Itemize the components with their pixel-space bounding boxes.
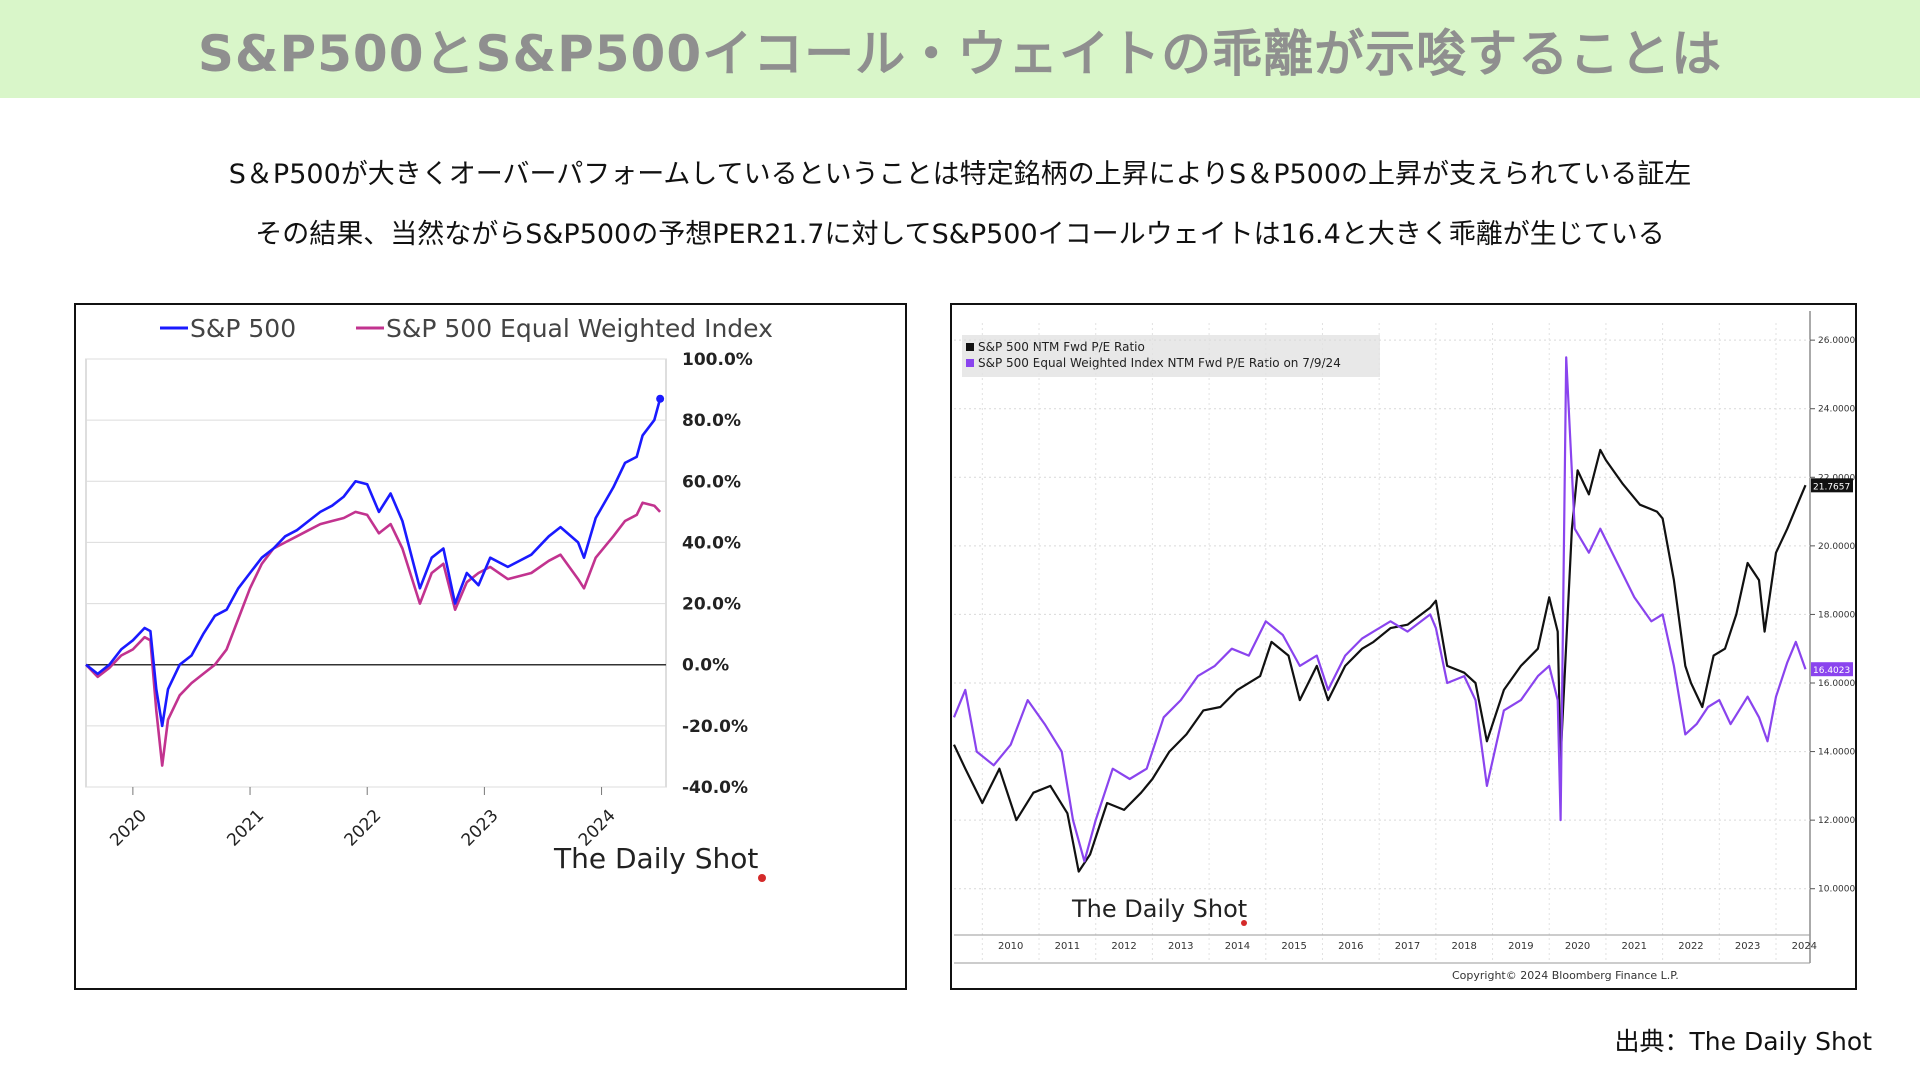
- left-chart-grid: [85, 358, 667, 788]
- y-tick-label: -40.0%: [682, 778, 748, 798]
- x-tick-label: 2021: [223, 806, 268, 851]
- x-tick-label: 2014: [1225, 941, 1250, 952]
- y-tick-label: 18.0000: [1818, 610, 1855, 620]
- x-tick-label: 2023: [458, 806, 503, 851]
- y-tick-label: 20.0%: [682, 595, 741, 615]
- y-tick-label: 40.0%: [682, 533, 741, 553]
- x-tick-label: 2013: [1168, 941, 1193, 952]
- legend-label-pe: S&P 500 NTM Fwd P/E Ratio: [978, 340, 1145, 354]
- x-tick-label: 2020: [106, 806, 151, 851]
- legend-swatch-pe: [966, 343, 974, 351]
- x-tick-label: 2016: [1338, 941, 1363, 952]
- x-tick-label: 2024: [1792, 941, 1817, 952]
- series-line-sp500: [85, 398, 662, 728]
- right-chart-last-values: 21.7657 16.4023: [1811, 478, 1853, 677]
- copyright-text: Copyright© 2024 Bloomberg Finance L.P.: [1452, 969, 1679, 982]
- y-tick-label: 12.0000: [1818, 816, 1855, 826]
- left-chart-x-axis: 2020 2021 2022 2023 2024: [106, 787, 620, 851]
- right-chart-x-axis: 2010 2011 2012 2013 2014 2015 2016 2017 2018 2019…: [954, 934, 1817, 964]
- plot-frame: [85, 358, 667, 788]
- series-line-equal-weighted: [85, 501, 662, 767]
- y-tick-label: 80.0%: [682, 411, 741, 431]
- watermark-dot: [1241, 920, 1247, 926]
- left-chart-series: [85, 394, 665, 767]
- title-banner: S&P500とS&P500イコール・ウェイトの乖離が示唆することは: [0, 0, 1920, 98]
- legend-swatch-equal-pe: [966, 359, 974, 367]
- last-value-badge: [1811, 478, 1853, 493]
- page-title: S&P500とS&P500イコール・ウェイトの乖離が示唆することは: [197, 25, 1723, 83]
- source-credit: 出典：The Daily Shot: [1614, 1027, 1872, 1056]
- x-tick-label: 2021: [1622, 941, 1647, 952]
- y-tick-label: 100.0%: [682, 350, 753, 370]
- y-tick-label: 10.0000: [1818, 885, 1855, 895]
- x-tick-label: 2015: [1281, 941, 1306, 952]
- right-chart-watermark: The Daily Shot: [1071, 895, 1247, 923]
- x-tick-label: 2010: [998, 941, 1023, 952]
- x-tick-label: 2022: [341, 806, 386, 851]
- legend-label-equal-pe: S&P 500 Equal Weighted Index NTM Fwd P/E…: [978, 356, 1341, 370]
- last-value-label: 21.7657: [1813, 482, 1850, 492]
- left-chart-y-axis: 100.0% 80.0% 60.0% 40.0% 20.0% 0.0% -20.0% -40.…: [682, 350, 753, 798]
- right-chart-y-axis: 26.0000 24.0000 22.0000 20.0000 18.0000 16.00…: [1810, 336, 1855, 895]
- series-line-pe: [953, 448, 1807, 873]
- x-tick-label: 2011: [1055, 941, 1080, 952]
- left-chart-legend: S&P 500 S&P 500 Equal Weighted Index: [160, 314, 773, 343]
- y-tick-label: 20.0000: [1818, 542, 1855, 552]
- y-tick-label: 0.0%: [682, 656, 729, 676]
- right-chart: S&P 500 NTM Fwd P/E Ratio S&P 500 Equal …: [952, 311, 1855, 982]
- right-chart-panel: S&P 500 NTM Fwd P/E Ratio S&P 500 Equal …: [950, 303, 1857, 990]
- x-tick-label: 2022: [1678, 941, 1703, 952]
- right-chart-grid: [954, 311, 1811, 963]
- right-chart-series: [952, 356, 1807, 873]
- series-end-point: [656, 394, 665, 403]
- description-line-2: その結果、当然ながらS&P500の予想PER21.7に対してS&P500イコール…: [255, 219, 1665, 250]
- right-legend-box: [962, 335, 1380, 377]
- y-tick-label: 22.0000: [1818, 473, 1855, 483]
- description-line-1: S＆P500が大きくオーバーパフォームしているということは特定銘柄の上昇によりS…: [228, 159, 1692, 190]
- y-tick-label: 26.0000: [1818, 336, 1855, 346]
- x-tick-label: 2012: [1111, 941, 1136, 952]
- series-line-equal-pe: [952, 356, 1807, 863]
- x-tick-label: 2018: [1451, 941, 1476, 952]
- left-chart-watermark: The Daily Shot: [553, 842, 758, 875]
- x-tick-label: 2023: [1735, 941, 1760, 952]
- x-tick-label: 2020: [1565, 941, 1590, 952]
- x-tick-label: 2017: [1395, 941, 1420, 952]
- last-value-badge: [1811, 662, 1853, 677]
- y-tick-label: 16.0000: [1818, 679, 1855, 689]
- y-tick-label: 24.0000: [1818, 405, 1855, 415]
- legend-label-sp500: S&P 500: [190, 314, 296, 343]
- y-tick-label: -20.0%: [682, 717, 748, 737]
- legend-label-equal: S&P 500 Equal Weighted Index: [386, 314, 773, 343]
- y-tick-label: 60.0%: [682, 472, 741, 492]
- left-chart: S&P 500 S&P 500 Equal Weighted Index 100…: [85, 314, 773, 882]
- last-value-label: 16.4023: [1813, 666, 1850, 676]
- y-tick-label: 14.0000: [1818, 748, 1855, 758]
- watermark-dot: [758, 874, 766, 882]
- x-tick-label: 2019: [1508, 941, 1533, 952]
- left-chart-panel: S&P 500 S&P 500 Equal Weighted Index 100…: [74, 303, 907, 990]
